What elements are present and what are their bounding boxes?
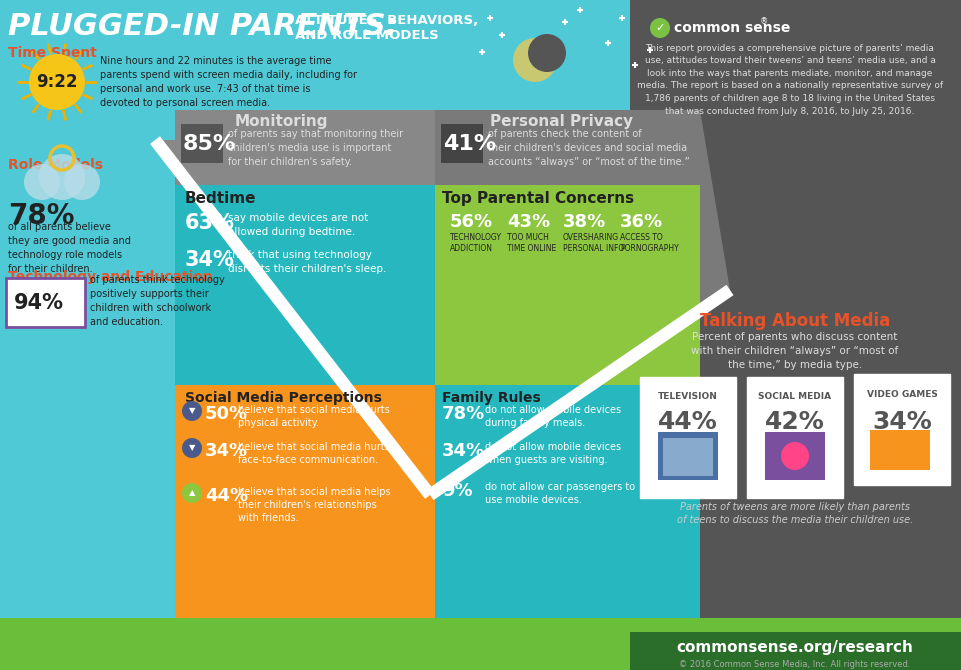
Text: ATTITUDES, BEHAVIORS,: ATTITUDES, BEHAVIORS, [295, 14, 478, 27]
Text: believe that social media hurts
physical activity.: believe that social media hurts physical… [237, 405, 389, 428]
Text: of parents say that monitoring their
children's media use is important
for their: of parents say that monitoring their chi… [228, 129, 403, 167]
Text: common sense: common sense [674, 21, 790, 35]
Bar [175, 110, 434, 185]
Text: of parents check the content of
their children's devices and social media
accoun: of parents check the content of their ch… [487, 129, 689, 167]
Bar [629, 0, 961, 670]
Text: do not allow mobile devices
during family meals.: do not allow mobile devices during famil… [484, 405, 621, 428]
Circle shape [780, 442, 808, 470]
Text: Family Rules: Family Rules [441, 391, 540, 405]
Text: 34%: 34% [872, 410, 931, 434]
Text: believe that social media hurts
face-to-face communication.: believe that social media hurts face-to-… [237, 442, 389, 465]
Bar [657, 432, 717, 480]
Circle shape [528, 34, 565, 72]
Circle shape [182, 483, 202, 503]
Bar [869, 430, 929, 470]
Text: 78%: 78% [8, 202, 74, 230]
Text: Time Spent: Time Spent [8, 46, 97, 60]
Text: 42%: 42% [764, 410, 824, 434]
Text: 44%: 44% [657, 410, 717, 434]
Bar [0, 618, 629, 670]
Text: 34%: 34% [441, 442, 484, 460]
Text: do not allow mobile devices
when guests are visiting.: do not allow mobile devices when guests … [484, 442, 621, 465]
Text: ▲: ▲ [188, 488, 195, 498]
Text: VIDEO GAMES: VIDEO GAMES [866, 390, 936, 399]
Text: of parents think technology
positively supports their
children with schoolwork
a: of parents think technology positively s… [90, 275, 225, 327]
Circle shape [182, 401, 202, 421]
Text: PLUGGED-IN PARENTS:: PLUGGED-IN PARENTS: [8, 12, 398, 41]
Circle shape [512, 38, 556, 82]
Text: 85%: 85% [183, 134, 236, 154]
Text: TOO MUCH
TIME ONLINE: TOO MUCH TIME ONLINE [506, 233, 555, 253]
Text: AND ROLE MODELS: AND ROLE MODELS [295, 29, 438, 42]
Text: Nine hours and 22 minutes is the average time
parents spend with screen media da: Nine hours and 22 minutes is the average… [100, 56, 357, 108]
Text: 44%: 44% [205, 487, 248, 505]
Bar [629, 632, 961, 670]
Text: 78%: 78% [441, 405, 484, 423]
Text: commonsense.org/research: commonsense.org/research [676, 640, 913, 655]
Circle shape [24, 164, 60, 200]
Text: Personal Privacy: Personal Privacy [489, 114, 632, 129]
Text: 34%: 34% [205, 442, 248, 460]
Text: Role Models: Role Models [8, 158, 103, 172]
Text: 43%: 43% [506, 213, 550, 231]
Bar [434, 185, 700, 385]
Circle shape [39, 154, 85, 200]
Text: Monitoring: Monitoring [234, 114, 328, 129]
Text: do not allow car passengers to
use mobile devices.: do not allow car passengers to use mobil… [484, 482, 634, 505]
Text: ✓: ✓ [654, 23, 664, 33]
Bar [764, 432, 825, 480]
Polygon shape [480, 0, 961, 670]
Circle shape [64, 164, 100, 200]
Text: think that using technology
disrupts their children's sleep.: think that using technology disrupts the… [228, 250, 386, 274]
Text: ®: ® [759, 17, 768, 26]
Bar [175, 185, 434, 385]
Text: Bedtime: Bedtime [185, 191, 257, 206]
Bar [434, 385, 700, 618]
Bar [662, 438, 712, 476]
Text: TELEVISION: TELEVISION [657, 392, 717, 401]
Text: 94%: 94% [14, 293, 64, 313]
Circle shape [29, 54, 85, 110]
FancyBboxPatch shape [440, 124, 482, 163]
Text: Technology and Education: Technology and Education [8, 270, 212, 284]
Text: 50%: 50% [205, 405, 248, 423]
Text: 9:22: 9:22 [37, 73, 78, 91]
FancyBboxPatch shape [747, 377, 842, 498]
Text: ▼: ▼ [188, 444, 195, 452]
Text: TECHNOLOGY
ADDICTION: TECHNOLOGY ADDICTION [450, 233, 502, 253]
Bar [629, 618, 961, 670]
Polygon shape [155, 110, 430, 495]
FancyBboxPatch shape [639, 377, 735, 498]
Text: 56%: 56% [450, 213, 493, 231]
Text: 41%: 41% [442, 134, 496, 154]
Text: 34%: 34% [185, 250, 234, 270]
Text: This report provides a comprehensive picture of parents’ media
use, attitudes to: This report provides a comprehensive pic… [636, 44, 942, 115]
FancyBboxPatch shape [6, 278, 85, 327]
Text: 63%: 63% [185, 213, 234, 233]
Text: 9%: 9% [441, 482, 472, 500]
Text: Talking About Media: Talking About Media [700, 312, 889, 330]
Bar [434, 110, 700, 185]
Text: ▼: ▼ [188, 407, 195, 415]
Polygon shape [175, 110, 729, 495]
Text: believe that social media helps
their children's relationships
with friends.: believe that social media helps their ch… [237, 487, 390, 523]
Text: Percent of parents who discuss content
with their children “always” or “most of
: Percent of parents who discuss content w… [691, 332, 898, 370]
FancyBboxPatch shape [181, 124, 223, 163]
Text: Top Parental Concerns: Top Parental Concerns [441, 191, 633, 206]
Circle shape [650, 18, 669, 38]
Circle shape [182, 438, 202, 458]
Text: say mobile devices are not
allowed during bedtime.: say mobile devices are not allowed durin… [228, 213, 368, 237]
Text: © 2016 Common Sense Media, Inc. All rights reserved.: © 2016 Common Sense Media, Inc. All righ… [678, 660, 910, 669]
Text: 38%: 38% [562, 213, 605, 231]
Bar [175, 385, 434, 618]
Text: ACCESS TO
PORNOGRAPHY: ACCESS TO PORNOGRAPHY [619, 233, 678, 253]
Text: OVERSHARING
PERSONAL INFO: OVERSHARING PERSONAL INFO [562, 233, 624, 253]
FancyBboxPatch shape [853, 374, 949, 485]
Text: Social Media Perceptions: Social Media Perceptions [185, 391, 382, 405]
Text: Parents of tweens are more likely than parents
of teens to discuss the media the: Parents of tweens are more likely than p… [677, 502, 912, 525]
Text: SOCIAL MEDIA: SOCIAL MEDIA [757, 392, 830, 401]
Text: 36%: 36% [619, 213, 662, 231]
Text: of all parents believe
they are good media and
technology role models
for their : of all parents believe they are good med… [8, 222, 131, 274]
